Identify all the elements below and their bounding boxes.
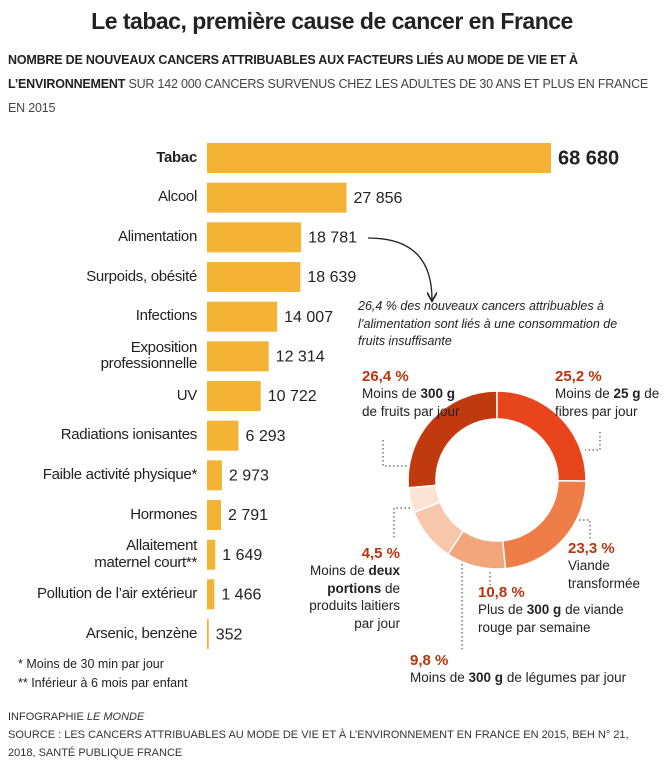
slice-description: Moins de deux portions de produits laiti… <box>300 562 400 632</box>
bar <box>207 579 215 610</box>
value-label: 2 973 <box>229 468 269 485</box>
description-part: 300 g <box>468 670 504 685</box>
bar <box>207 460 222 491</box>
value-label: 12 314 <box>276 349 325 366</box>
slice-description: Plus de 300 g de viande rouge par semain… <box>478 601 658 636</box>
bar <box>207 262 301 293</box>
value-label: 14 007 <box>284 309 333 326</box>
category-label: Exposition professionnelle <box>100 338 198 373</box>
value-label: 2 791 <box>228 507 268 524</box>
value-label: 1 466 <box>221 587 261 604</box>
footnote: * Moins de 30 min par jour <box>18 657 164 671</box>
category-label: Alimentation <box>118 228 197 246</box>
annotation: 26,4 % des nouveaux cancers attribuables… <box>358 299 618 348</box>
slice-percent: 4,5 % <box>361 545 400 562</box>
bar <box>207 500 221 531</box>
slice-percent: 10,8 % <box>478 584 525 601</box>
bar <box>207 381 261 412</box>
category-label: Hormones <box>130 505 197 523</box>
slice-description: Viande transformée <box>568 557 658 592</box>
bar <box>207 143 551 173</box>
bar <box>207 182 347 213</box>
bar <box>207 301 278 332</box>
slice-description: Moins de 300 g de fruits par jour <box>362 385 462 420</box>
description-part: de fibres par jour <box>555 386 660 419</box>
value-label: 1 649 <box>222 547 262 564</box>
subtitle-bold: NOMBRE DE NOUVEAUX CANCERS ATTRIBUABLES … <box>8 53 578 91</box>
description-part: Moins de <box>309 563 369 578</box>
slice-label: 4,5 % Moins de deux portions de produits … <box>300 545 400 632</box>
category-label: Alcool <box>157 188 197 206</box>
slice-label: 9,8 % Moins de 300 g de légumes par jour <box>410 652 662 687</box>
leader-line <box>585 432 601 451</box>
footer: INFOGRAPHIE LE MONDE SOURCE : LES CANCER… <box>8 708 653 761</box>
category-label: Tabac <box>156 148 197 166</box>
value-label: 10 722 <box>268 388 317 405</box>
slice-description: Moins de 300 g de légumes par jour <box>410 669 662 687</box>
category-label: Allaitement maternel court** <box>94 537 197 571</box>
bar <box>207 539 216 570</box>
leader-line <box>575 519 591 540</box>
credit-line: INFOGRAPHIE LE MONDE <box>8 708 653 726</box>
description-part: de légumes par jour <box>503 670 627 685</box>
subtitle: NOMBRE DE NOUVEAUX CANCERS ATTRIBUABLES … <box>8 48 658 120</box>
slice-label: 10,8 % Plus de 300 g de viande rouge par … <box>478 584 658 636</box>
value-label: 6 293 <box>246 428 286 445</box>
leader-line <box>393 507 418 540</box>
category-label: UV <box>176 386 198 404</box>
description-part: 300 g <box>526 602 562 617</box>
category-label: Surpoids, obésité <box>86 267 197 285</box>
description-part: 25 g <box>613 386 641 401</box>
slice-percent: 23,3 % <box>568 540 615 557</box>
slice-percent: 9,8 % <box>410 652 449 669</box>
donut-slice <box>407 484 442 514</box>
value-label: 18 781 <box>308 230 357 247</box>
value-label: 27 856 <box>354 190 403 207</box>
slice-label: 25,2 % Moins de 25 g de fibres par jour <box>555 368 663 420</box>
title: Le tabac, première cause de cancer en Fr… <box>91 8 573 34</box>
slice-label: 26,4 % Moins de 300 g de fruits par jour <box>362 368 462 420</box>
value-label: 18 639 <box>307 269 356 286</box>
bar <box>207 341 269 372</box>
credit-prefix: INFOGRAPHIE <box>8 711 84 723</box>
source: SOURCE : LES CANCERS ATTRIBUABLES AU MOD… <box>8 729 629 759</box>
slice-label: 23,3 % Viande transformée <box>568 540 658 592</box>
value-label: 68 680 <box>558 147 619 169</box>
category-label: Arsenic, benzène <box>85 624 197 642</box>
leader-line <box>382 440 414 467</box>
arrow <box>367 237 432 300</box>
description-part: Moins de <box>410 670 469 685</box>
bar <box>207 222 302 253</box>
slice-percent: 25,2 % <box>555 368 602 385</box>
description-part: 300 g <box>420 386 456 401</box>
description-part: de fruits par jour <box>362 403 460 419</box>
category-label: Radiations ionisantes <box>60 426 198 444</box>
description-part: Viande transformée <box>568 558 641 591</box>
slice-description: Moins de 25 g de fibres par jour <box>555 385 663 420</box>
category-label: Pollution de l’air extérieur <box>36 585 197 603</box>
footnote: ** Inférieur à 6 mois par enfant <box>18 676 188 690</box>
description-part: deux portions <box>327 563 400 596</box>
bar <box>207 420 239 451</box>
value-label: 352 <box>216 626 243 643</box>
description-part: de produits laitiers par jour <box>309 580 400 631</box>
category-label: Infections <box>135 307 198 325</box>
description-part: de viande rouge par semaine <box>478 602 624 635</box>
category-label: Faible activité physique* <box>42 466 198 484</box>
subtitle-text: SUR 142 000 CANCERS SURVENUS CHEZ LES AD… <box>8 77 649 115</box>
description-part: Moins de <box>555 386 614 401</box>
description-part: Plus de <box>478 602 527 617</box>
slice-percent: 26,4 % <box>362 368 409 385</box>
credit: LE MONDE <box>86 711 145 723</box>
bar <box>207 619 209 650</box>
description-part: Moins de <box>362 386 421 401</box>
